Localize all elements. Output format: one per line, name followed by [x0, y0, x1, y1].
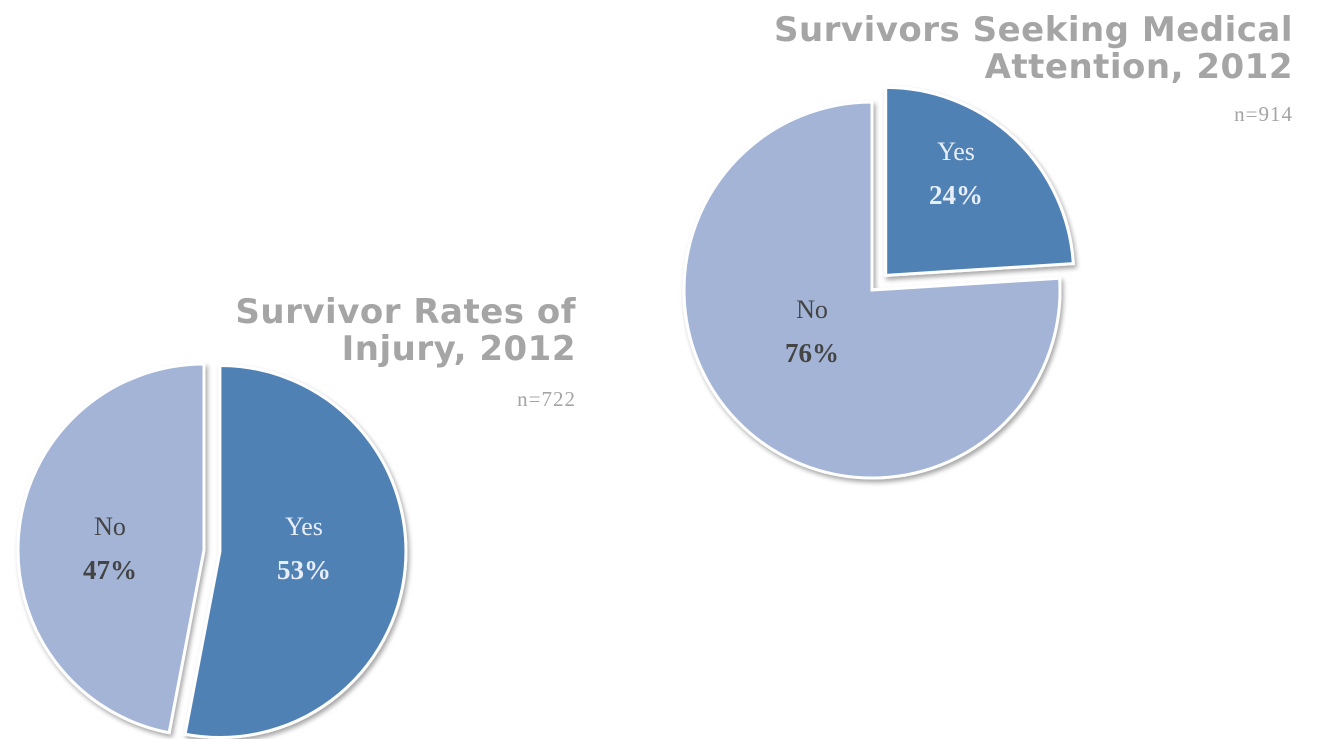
pie-slice-yes — [183, 364, 408, 739]
slice-value-yes: 24% — [929, 180, 983, 210]
title-line-2: Injury, 2012 — [341, 328, 576, 369]
slice-label-no: No — [94, 512, 126, 541]
pie-slice-no — [682, 100, 1062, 480]
pie-medical-attention: Yes 24% No 76% — [682, 85, 1075, 480]
slice-label-yes: Yes — [937, 137, 975, 166]
pie-slice-yes — [884, 85, 1075, 278]
slice-value-no: 76% — [785, 338, 839, 368]
pie-injury: Yes 53% No 47% — [16, 362, 408, 739]
title-line-2: Attention, 2012 — [984, 46, 1293, 87]
chart-title-injury: Survivor Rates of Injury, 2012 — [235, 294, 576, 367]
title-line-1: Survivors Seeking Medical — [773, 10, 1293, 50]
sample-size-injury: n=722 — [517, 387, 576, 411]
chart-title-medical-attention: Survivors Seeking Medical Attention, 201… — [774, 12, 1293, 85]
slice-label-yes: Yes — [285, 512, 323, 541]
title-line-1: Survivor Rates of — [235, 292, 576, 332]
pie-slice-no — [16, 362, 206, 735]
sample-size-medical: n=914 — [1234, 102, 1293, 126]
slice-value-yes: 53% — [277, 555, 331, 585]
slice-value-no: 47% — [83, 555, 137, 585]
slice-label-no: No — [796, 295, 828, 324]
